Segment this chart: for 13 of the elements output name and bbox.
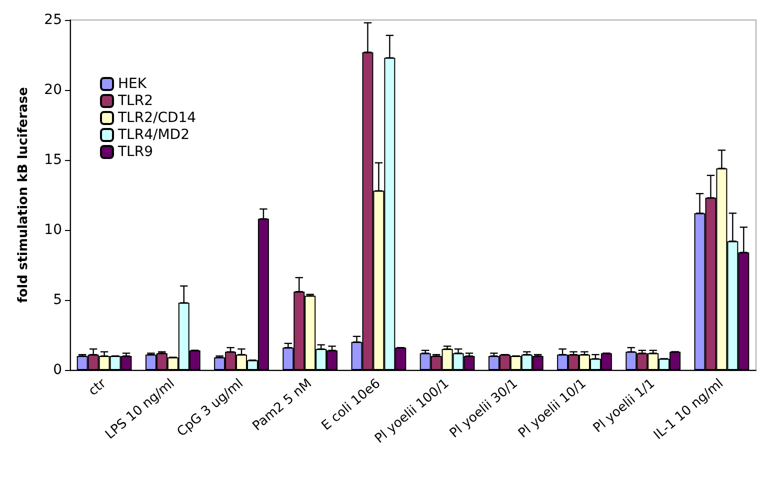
y-tick-label: 25 [44, 12, 62, 28]
legend-label: TLR2 [117, 93, 153, 109]
legend-label: HEK [118, 76, 148, 92]
y-tick-label: 10 [44, 222, 62, 238]
y-tick-label: 15 [44, 152, 62, 168]
y-tick-label: 5 [53, 292, 62, 308]
legend-label: TLR2/CD14 [117, 110, 196, 126]
y-tick-label: 0 [53, 362, 62, 378]
y-tick-label: 20 [44, 82, 62, 98]
legend-label: TLR9 [117, 144, 153, 160]
legend-label: TLR4/MD2 [117, 127, 190, 143]
y-axis-title: fold stimulation kB luciferase [16, 86, 31, 303]
x-tick-label: ctr [86, 376, 110, 400]
